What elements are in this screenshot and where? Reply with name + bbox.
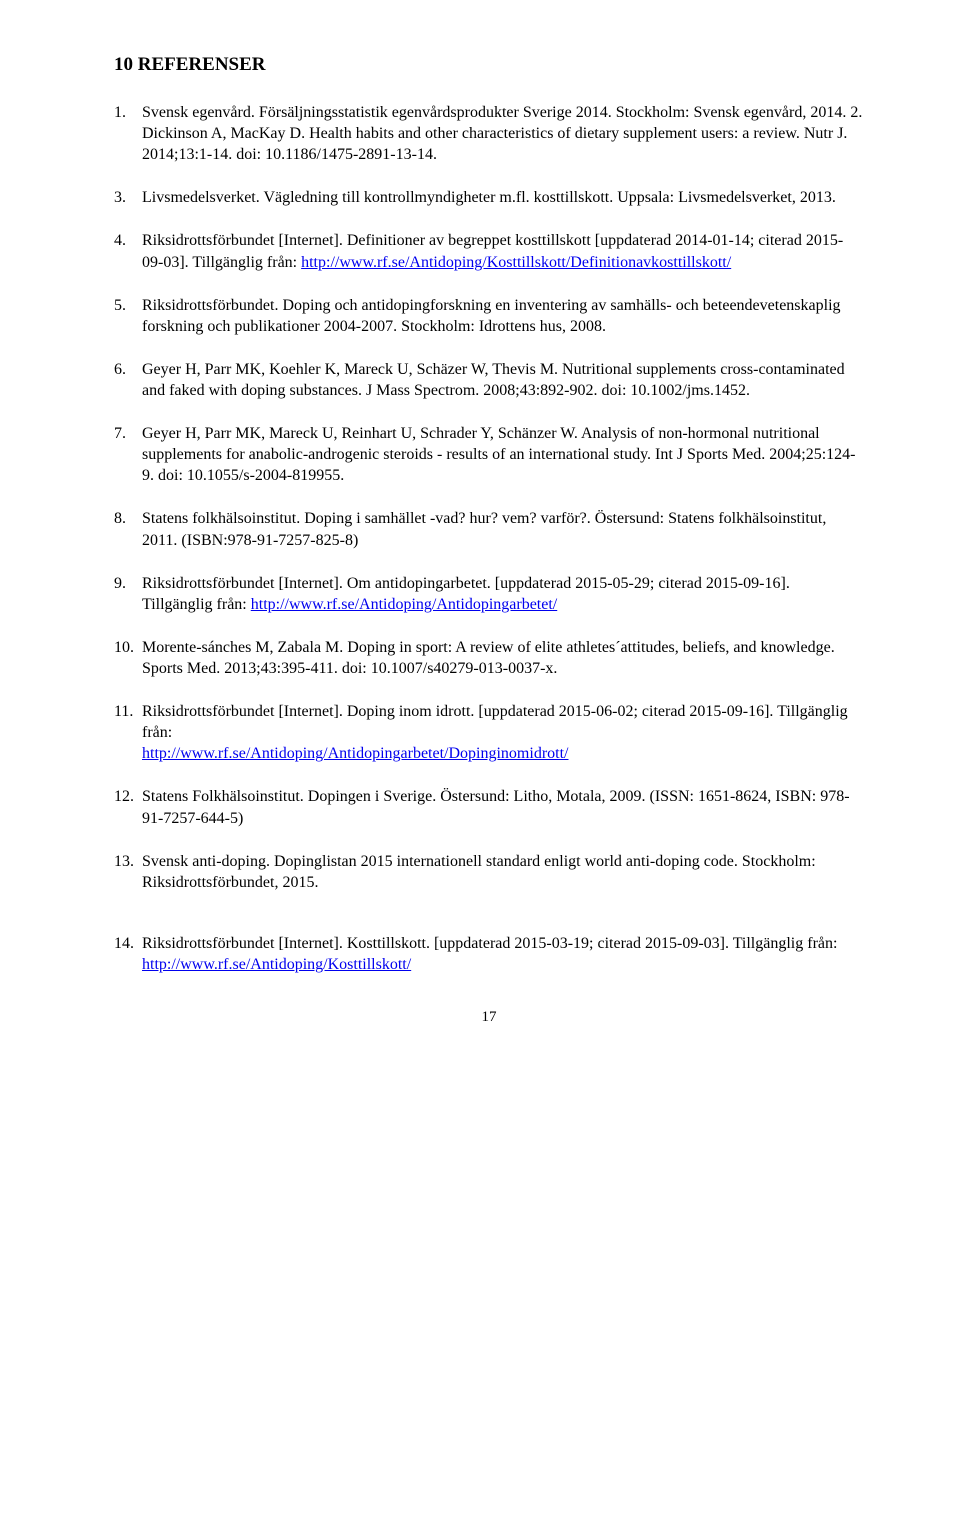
reference-text: Statens Folkhälsoinstitut. Dopingen i Sv… bbox=[142, 788, 850, 826]
reference-item: Statens folkhälsoinstitut. Doping i samh… bbox=[114, 508, 864, 550]
reference-text: Morente-sánches M, Zabala M. Doping in s… bbox=[142, 639, 835, 677]
reference-item: Svensk egenvård. Försäljningsstatistik e… bbox=[114, 102, 864, 165]
reference-list: Svensk egenvård. Försäljningsstatistik e… bbox=[114, 102, 864, 975]
reference-item: Geyer H, Parr MK, Mareck U, Reinhart U, … bbox=[114, 423, 864, 486]
reference-item: Morente-sánches M, Zabala M. Doping in s… bbox=[114, 637, 864, 679]
reference-item: Riksidrottsförbundet [Internet]. Kosttil… bbox=[114, 933, 864, 975]
reference-item: Geyer H, Parr MK, Koehler K, Mareck U, S… bbox=[114, 359, 864, 401]
reference-text: Riksidrottsförbundet [Internet]. Doping … bbox=[142, 703, 848, 741]
reference-text: Livsmedelsverket. Vägledning till kontro… bbox=[142, 189, 836, 206]
reference-text: Riksidrottsförbundet. Doping och antidop… bbox=[142, 297, 841, 335]
reference-link[interactable]: http://www.rf.se/Antidoping/Antidopingar… bbox=[251, 596, 557, 613]
reference-item: Riksidrottsförbundet [Internet]. Definit… bbox=[114, 230, 864, 272]
section-heading: 10 REFERENSER bbox=[114, 54, 864, 76]
reference-item: Riksidrottsförbundet [Internet]. Om anti… bbox=[114, 573, 864, 615]
reference-text: Riksidrottsförbundet [Internet]. Kosttil… bbox=[142, 935, 837, 952]
reference-item: Riksidrottsförbundet. Doping och antidop… bbox=[114, 295, 864, 337]
reference-link[interactable]: http://www.rf.se/Antidoping/Kosttillskot… bbox=[301, 254, 731, 271]
page-number: 17 bbox=[114, 1009, 864, 1026]
reference-link[interactable]: http://www.rf.se/Antidoping/Kosttillskot… bbox=[142, 956, 411, 973]
reference-item: Riksidrottsförbundet [Internet]. Doping … bbox=[114, 701, 864, 764]
reference-item: Livsmedelsverket. Vägledning till kontro… bbox=[114, 187, 864, 208]
reference-text: Svensk anti-doping. Dopinglistan 2015 in… bbox=[142, 853, 816, 891]
reference-item: Svensk anti-doping. Dopinglistan 2015 in… bbox=[114, 851, 864, 893]
reference-item: Statens Folkhälsoinstitut. Dopingen i Sv… bbox=[114, 786, 864, 828]
reference-link[interactable]: http://www.rf.se/Antidoping/Antidopingar… bbox=[142, 745, 568, 762]
page-container: 10 REFERENSER Svensk egenvård. Försäljni… bbox=[0, 0, 960, 1066]
reference-text: Geyer H, Parr MK, Koehler K, Mareck U, S… bbox=[142, 361, 845, 399]
reference-text: Svensk egenvård. Försäljningsstatistik e… bbox=[142, 104, 862, 163]
reference-text: Statens folkhälsoinstitut. Doping i samh… bbox=[142, 510, 826, 548]
reference-text: Geyer H, Parr MK, Mareck U, Reinhart U, … bbox=[142, 425, 856, 484]
